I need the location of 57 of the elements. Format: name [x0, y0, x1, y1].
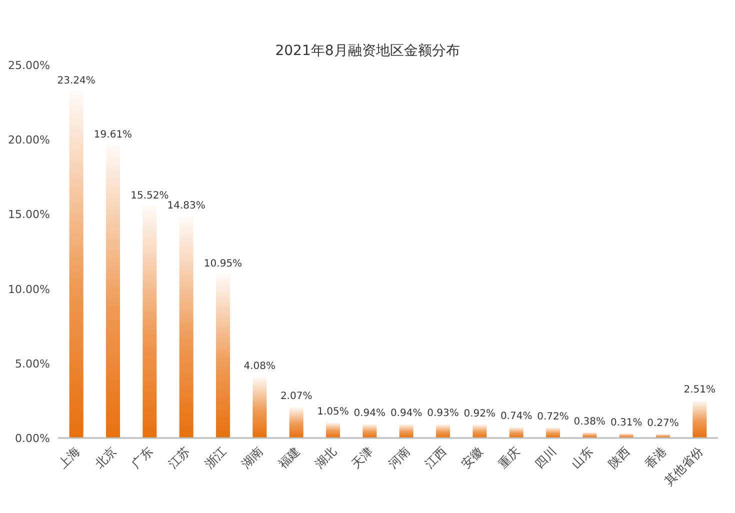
- x-tick-label: 香港: [642, 444, 670, 472]
- data-label: 0.94%: [354, 408, 386, 419]
- data-label: 0.93%: [427, 408, 459, 420]
- data-label: 4.08%: [244, 361, 276, 372]
- bar: [692, 400, 707, 438]
- bar: [472, 424, 487, 438]
- data-label: 10.95%: [204, 258, 242, 270]
- y-tick-label: 20.00%: [8, 134, 50, 147]
- bar: [436, 424, 450, 438]
- bar: [289, 407, 304, 438]
- x-tick-label: 天津: [348, 444, 376, 472]
- data-label: 1.05%: [317, 406, 349, 418]
- y-tick-label: 10.00%: [8, 282, 50, 296]
- data-label: 0.31%: [610, 417, 642, 428]
- chart-title: 2021年8月融资地区金额分布: [275, 43, 460, 59]
- x-tick-label: 浙江: [202, 444, 230, 472]
- bar: [362, 424, 377, 438]
- x-tick-label: 安徽: [458, 444, 486, 472]
- data-label: 0.94%: [390, 408, 422, 419]
- data-label: 0.72%: [537, 411, 569, 422]
- data-label: 2.07%: [280, 391, 312, 402]
- x-tick-label: 湖南: [238, 444, 266, 472]
- bar: [106, 145, 120, 438]
- x-tick-label: 山东: [568, 444, 596, 472]
- y-tick-label: 25.00%: [8, 59, 50, 72]
- data-label: 0.92%: [464, 408, 496, 420]
- x-tick-label: 湖北: [312, 444, 340, 472]
- y-tick-label: 0.00%: [15, 432, 50, 445]
- data-label: 0.38%: [574, 416, 606, 428]
- bar: [216, 274, 230, 438]
- x-tick-label: 四川: [532, 444, 560, 472]
- bar: [69, 91, 84, 438]
- y-tick-label: 5.00%: [15, 357, 50, 370]
- x-tick-label: 重庆: [496, 444, 522, 472]
- data-label: 14.83%: [167, 200, 206, 212]
- x-tick-label: 江西: [422, 444, 450, 472]
- x-tick-label: 江苏: [166, 444, 192, 472]
- x-tick-label: 福建: [276, 444, 302, 472]
- y-tick-label: 15.00%: [8, 208, 50, 222]
- data-label: 0.74%: [500, 410, 532, 422]
- bar: [399, 424, 414, 438]
- bar: [142, 206, 157, 438]
- data-label: 2.51%: [684, 384, 716, 396]
- bar: [546, 427, 560, 438]
- data-label: 19.61%: [94, 129, 132, 140]
- bar: [179, 216, 194, 438]
- x-tick-label: 河南: [386, 444, 412, 472]
- bar: [252, 377, 267, 438]
- x-tick-label: 广东: [128, 444, 156, 472]
- data-label: 15.52%: [130, 190, 169, 202]
- bar: [509, 426, 524, 438]
- x-tick-label: 北京: [92, 444, 120, 472]
- x-tick-label: 陕西: [606, 444, 632, 472]
- data-label: 0.27%: [647, 418, 679, 429]
- x-tick-label: 上海: [56, 444, 82, 472]
- data-label: 23.24%: [57, 75, 96, 86]
- bar: [326, 422, 340, 438]
